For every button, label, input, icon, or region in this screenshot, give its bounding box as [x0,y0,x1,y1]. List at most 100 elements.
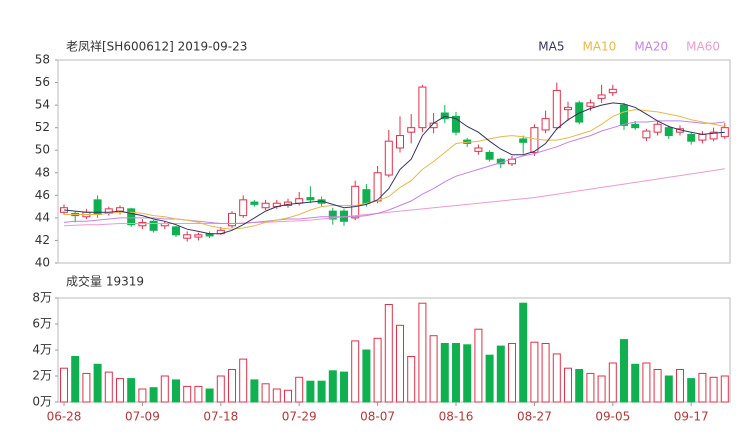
x-tick-label: 09-05 [595,410,630,424]
x-tick-label: 08-07 [360,410,395,424]
volume-bar [116,378,124,403]
volume-bar [608,362,617,403]
candle-body [407,127,416,133]
candle-body [384,140,393,176]
volume-bar [508,343,516,403]
volume-bar [597,375,606,403]
legend-entry: MA5 [538,40,564,54]
volume-bar [373,337,382,403]
plot-frame [57,59,731,264]
y-tick-label: 4万 [32,343,52,357]
volume-bar [216,375,225,403]
y-tick-label: 44 [35,210,50,224]
volume-bar [552,353,561,403]
candle-body [698,133,707,141]
volume-bar [228,369,236,403]
candle-body [485,151,494,160]
volume-bar [418,302,427,403]
volume-bar [328,370,337,403]
volume-bar [407,356,416,403]
y-tick-label: 2万 [32,369,52,383]
volume-bar [172,379,180,403]
volume-bar [149,387,158,403]
volume-bar [362,349,371,403]
volume-bar [642,362,651,403]
candle-body [250,201,259,205]
legend-entry: MA10 [582,40,616,54]
candle-body [642,130,651,139]
volume-bar [71,356,80,403]
ma-line [63,168,725,227]
volume-bar [295,376,304,403]
candle-body [552,89,561,129]
candle-body [530,127,539,153]
candle-body [631,123,640,129]
candle-body [172,226,180,236]
ma-line [63,102,725,235]
y-tick-label: 54 [35,98,50,112]
x-tick-label: 08-16 [439,410,474,424]
candle-body [183,234,192,239]
legend-entry: MA60 [686,40,720,54]
volume-title: 成交量 19319 [66,274,144,289]
volume-bar [396,324,404,403]
y-tick-label: 50 [35,143,50,157]
volume-bar [194,385,203,403]
candle-body [351,185,360,219]
candle-body [687,133,696,142]
candle-body [564,106,572,111]
plot-frame [57,297,731,403]
volume-bar [429,335,438,403]
y-tick-label: 42 [35,233,50,247]
y-tick-label: 6万 [32,317,52,331]
candle-body [127,208,136,226]
x-tick-label: 07-29 [282,410,317,424]
volume-bar [698,372,707,403]
candle-body [519,138,528,143]
x-tick-label: 07-09 [125,410,160,424]
volume-bar [474,328,483,403]
candle-body [328,210,337,220]
volume-bar [205,388,214,403]
volume-bar [631,363,640,403]
volume-bar [440,343,449,403]
y-tick-label: 56 [35,75,50,89]
volume-bar [687,378,696,403]
x-tick-label: 09-17 [674,410,709,424]
candle-body [608,88,617,94]
y-tick-label: 52 [35,120,50,134]
candle-body [541,118,550,131]
volume-bar [519,302,528,403]
candle-body [306,197,315,201]
volume-bar [60,367,68,403]
y-tick-label: 0万 [32,395,52,409]
candle-body [575,102,584,123]
volume-bar [664,375,673,403]
volume-bar [530,341,539,403]
volume-bar [261,383,270,403]
volume-bar [564,367,572,403]
volume-bar [82,372,91,403]
volume-bar [384,304,393,403]
candle-body [228,212,236,227]
candle-body [597,94,606,99]
volume-bar [452,343,460,403]
volume-bar [340,371,348,403]
y-tick-label: 48 [35,165,50,179]
candle-body [396,135,404,149]
volume-bar [160,375,169,403]
volume-bar [317,380,326,403]
x-tick-label: 08-27 [517,410,552,424]
ma-line [64,109,725,230]
volume-bar [138,388,147,403]
candle-body [586,102,595,107]
volume-bar [93,363,102,403]
volume-bar [586,372,595,403]
volume-bar [541,343,550,403]
candle-body [194,234,203,238]
candle-body [653,123,662,133]
volume-bar [463,344,472,403]
candle-body [664,127,673,137]
y-tick-label: 46 [35,188,50,202]
